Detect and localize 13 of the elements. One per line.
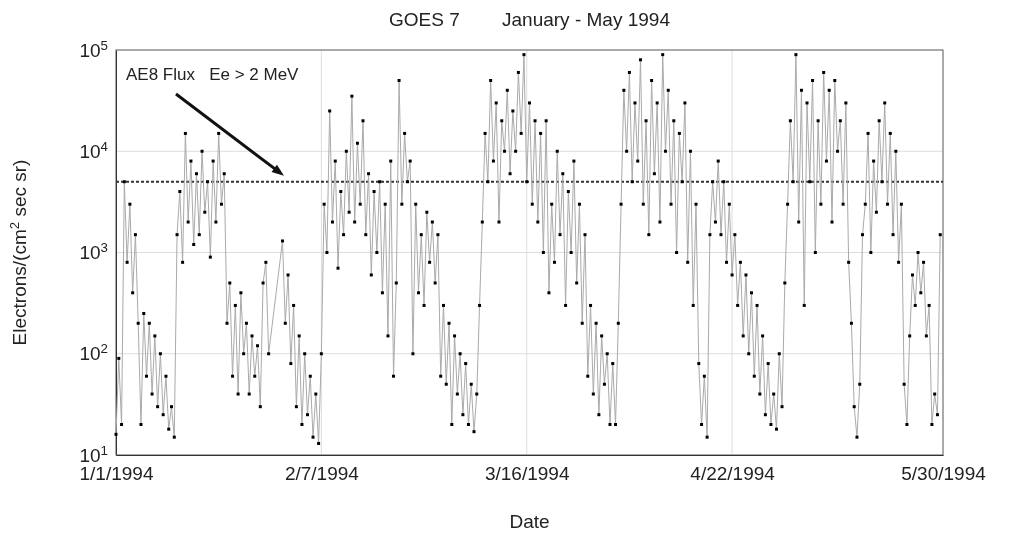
x-tick-label: 2/7/1994: [284, 463, 360, 485]
y-tick-label: 10$^{1}$: [79, 442, 108, 466]
x-tick-label: 5/30/1994: [901, 463, 987, 485]
y-tick-label: 10$^{2}$: [79, 340, 108, 365]
x-tick-label: 4/22/1994: [690, 463, 776, 485]
x-axis-title: Date: [509, 511, 550, 532]
y-tick-label: 10$^{5}$: [79, 37, 108, 61]
chart-title: GOES 7 January - May 1994: [389, 9, 671, 30]
ref-line-label: AE8 Flux Ee > 2 MeV: [126, 65, 300, 84]
x-tick-label: 1/1/1994: [79, 463, 154, 485]
y-tick-label: 10$^{4}$: [79, 138, 108, 162]
x-tick-label: 3/16/1994: [484, 463, 570, 485]
y-tick-label: 10$^{3}$: [79, 239, 108, 264]
